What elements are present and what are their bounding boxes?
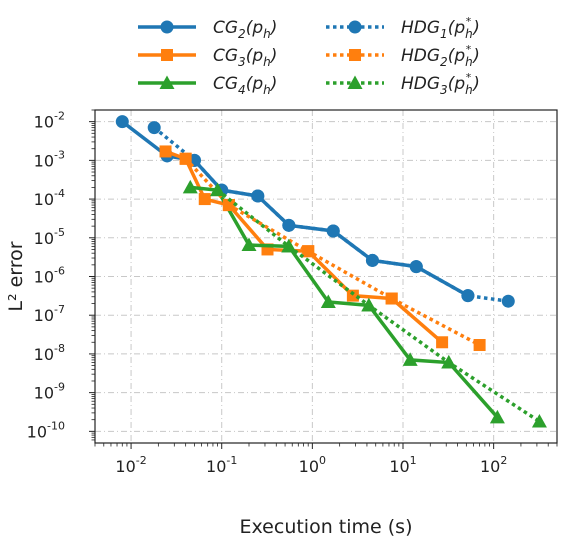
legend-item: HDG1(ph*) <box>326 15 480 41</box>
data-point <box>282 218 296 232</box>
y-tick-label: 10-10 <box>27 419 65 441</box>
legend-marker <box>348 20 362 34</box>
legend-label: HDG1(ph*) <box>401 15 480 41</box>
legend-marker <box>159 75 175 89</box>
data-point <box>531 413 547 428</box>
x-tick-label: 10-2 <box>115 454 146 476</box>
x-tick-label: 102 <box>480 454 507 476</box>
legend-marker <box>160 20 174 34</box>
x-tick-label: 10-1 <box>206 454 237 476</box>
y-tick-label: 10-7 <box>34 303 65 325</box>
data-point <box>436 336 449 349</box>
y-tick-label: 10-8 <box>34 342 65 364</box>
y-tick-label: 10-2 <box>34 110 65 132</box>
legend-label: HDG3(ph*) <box>401 71 480 97</box>
data-point <box>302 245 315 258</box>
series-line <box>190 185 499 419</box>
data-point <box>198 193 211 206</box>
data-point <box>115 115 129 129</box>
data-point <box>147 121 161 135</box>
data-point <box>182 179 198 194</box>
legend-item: HDG3(ph*) <box>326 71 480 97</box>
y-tick-label: 10-6 <box>34 265 65 287</box>
data-point <box>159 145 172 158</box>
y-tick-label: 10-3 <box>34 148 65 170</box>
y-tick-label: 10-9 <box>34 381 65 403</box>
legend-label: HDG2(ph*) <box>401 43 480 69</box>
data-point <box>281 238 297 253</box>
data-point <box>489 409 505 424</box>
data-point <box>409 260 423 274</box>
series-line <box>184 157 481 347</box>
data-point <box>402 352 418 366</box>
data-point <box>473 339 486 352</box>
legend-star: * <box>466 15 472 28</box>
x-tick-label: 101 <box>389 454 416 476</box>
data-point <box>385 292 398 305</box>
data-point <box>251 189 265 203</box>
data-point <box>501 294 515 308</box>
x-axis-label: Execution time (s) <box>240 516 413 538</box>
grid <box>95 110 557 443</box>
series-CG4(ph) <box>182 179 505 424</box>
legend-label: CG2(ph) <box>213 18 277 41</box>
legend-marker <box>347 75 363 89</box>
legend-label: CG4(ph) <box>213 74 277 97</box>
data-point <box>461 289 475 303</box>
data-point <box>222 199 235 212</box>
data-point <box>361 297 377 312</box>
x-tick-label: 100 <box>299 454 326 476</box>
axis-ticks: 10-2 10-1 100 101 102 10-2 10-3 10-4 10-5 10-6 10-… <box>27 109 558 476</box>
legend-item: CG4(ph) <box>138 74 277 97</box>
data-point <box>241 237 257 252</box>
data-point <box>326 224 340 238</box>
data-point <box>441 355 457 369</box>
legend-marker <box>349 49 361 61</box>
series-HDG1(ph*) <box>147 121 515 308</box>
series-HDG2(ph*) <box>179 152 486 352</box>
legend-star: * <box>466 71 472 84</box>
y-axis-label: L² error <box>5 241 27 311</box>
legend-marker <box>161 49 173 61</box>
y-tick-label: 10-5 <box>34 226 65 248</box>
legend-star: * <box>466 43 472 56</box>
series-group <box>115 115 547 428</box>
data-point <box>346 289 359 302</box>
data-point <box>179 152 192 165</box>
series-HDG3(ph*) <box>210 182 547 428</box>
y-tick-label: 10-4 <box>34 187 65 209</box>
data-point <box>365 253 379 267</box>
legend-item: HDG2(ph*) <box>326 43 480 69</box>
legend-item: CG2(ph) <box>138 18 277 41</box>
data-point <box>210 182 226 197</box>
legend-label: CG3(ph) <box>213 46 277 69</box>
series-line <box>153 126 509 303</box>
legend-item: CG3(ph) <box>138 46 277 69</box>
legend: CG2(ph) CG3(ph) CG4(ph) HDG1(ph*)HDG2(ph*)H… <box>138 15 480 97</box>
data-point <box>320 294 336 308</box>
series-CG2(ph) <box>115 115 475 303</box>
